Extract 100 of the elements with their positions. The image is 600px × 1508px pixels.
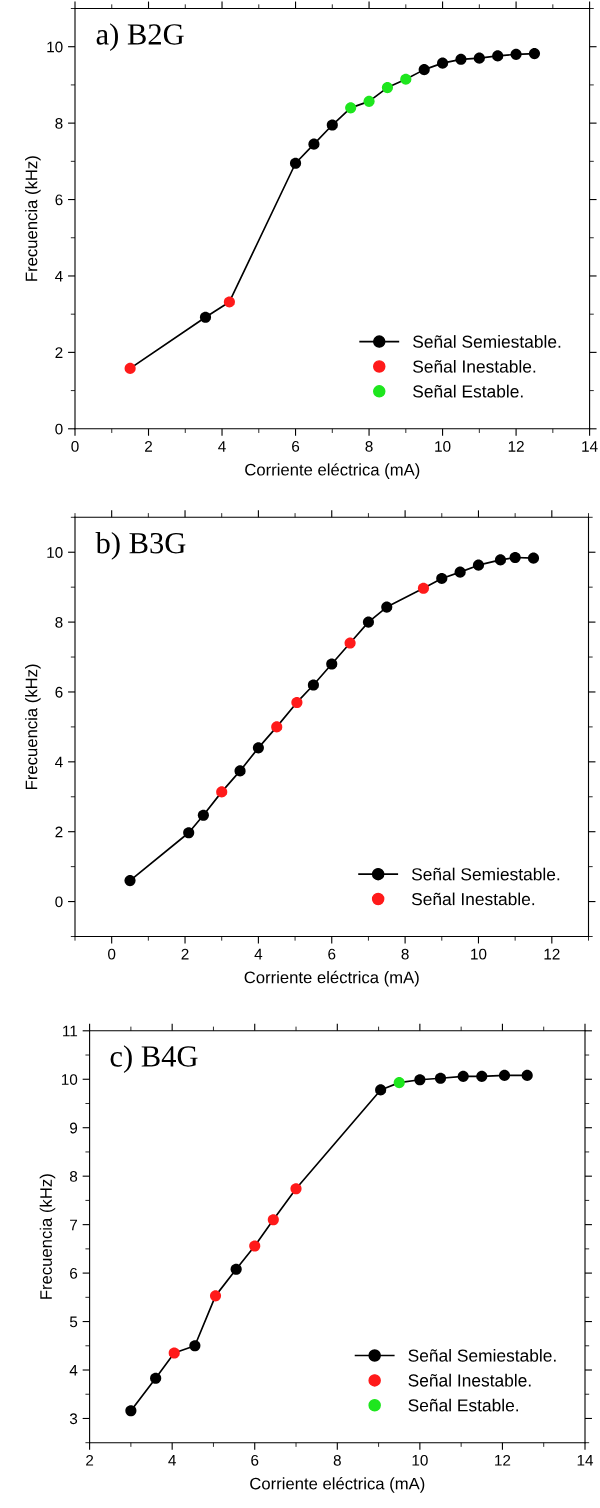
y-tick-label: 11 xyxy=(63,1025,78,1037)
point xyxy=(125,1405,137,1417)
x-tick-label: 2 xyxy=(145,441,152,452)
y-tick-label: 0 xyxy=(55,423,63,435)
point xyxy=(271,721,283,733)
point xyxy=(472,559,485,571)
point xyxy=(290,1183,302,1195)
point xyxy=(521,1069,533,1081)
x-tick-label: 12 xyxy=(508,441,524,452)
point xyxy=(150,1372,162,1384)
point xyxy=(492,50,504,62)
legend-label: Señal Estable. xyxy=(413,384,523,398)
x-tick-label: 6 xyxy=(292,441,300,452)
x-tick-label: 8 xyxy=(333,1454,341,1466)
point xyxy=(362,616,374,628)
legend-label: Señal Estable. xyxy=(408,1398,519,1412)
y-tick-label: 8 xyxy=(69,1171,78,1182)
point xyxy=(249,1240,261,1252)
legend-label: Señal Semiestable. xyxy=(411,867,560,881)
point xyxy=(375,1084,387,1096)
x-tick-label: 10 xyxy=(471,948,487,960)
point xyxy=(436,572,448,584)
x-tick-label: 8 xyxy=(401,948,409,960)
y-tick-label: 4 xyxy=(55,756,63,768)
point xyxy=(457,1070,469,1082)
point xyxy=(267,1214,279,1226)
point xyxy=(494,554,507,566)
y-tick-label: 6 xyxy=(70,1267,78,1279)
point xyxy=(234,765,246,777)
point xyxy=(381,82,393,94)
legend-label: Señal Semiestable. xyxy=(408,1349,556,1362)
x-tick-label: 0 xyxy=(108,948,116,960)
point xyxy=(437,57,449,69)
y-tick-label: 10 xyxy=(47,41,63,53)
point xyxy=(216,786,228,798)
point xyxy=(473,52,485,64)
point xyxy=(326,658,338,670)
x-tick-label: 6 xyxy=(251,1454,259,1466)
point xyxy=(230,1263,242,1275)
legend-label: Señal Inestable. xyxy=(408,1373,531,1387)
x-axis-title: Corriente eléctrica (mA) xyxy=(244,970,419,987)
point xyxy=(454,566,466,578)
y-axis-title: Frecuencia (kHz) xyxy=(39,1174,56,1299)
x-tick-label: 4 xyxy=(254,948,263,960)
y-axis-title: Frecuencia (kHz) xyxy=(25,156,41,281)
point xyxy=(414,1074,426,1086)
point xyxy=(189,1340,201,1352)
chart-title: a) B2G xyxy=(96,23,184,51)
y-tick-label: 6 xyxy=(55,686,63,698)
legend-label: Señal Inestable. xyxy=(413,359,536,373)
point xyxy=(124,362,136,374)
point xyxy=(291,696,303,708)
legend-label: Señal Semiestable. xyxy=(413,335,561,348)
point xyxy=(381,601,393,613)
point xyxy=(476,1070,488,1082)
point xyxy=(183,827,195,839)
x-tick-label: 14 xyxy=(577,1455,594,1466)
y-tick-label: 6 xyxy=(55,194,63,206)
x-tick-label: 10 xyxy=(435,441,451,452)
point xyxy=(434,1072,447,1084)
point xyxy=(308,138,320,150)
point xyxy=(289,157,302,169)
y-tick-label: 8 xyxy=(55,616,63,628)
point xyxy=(393,1077,405,1089)
point xyxy=(510,48,522,60)
x-tick-label: 14 xyxy=(582,441,598,452)
x-tick-label: 2 xyxy=(86,1454,94,1466)
point xyxy=(326,119,338,131)
y-tick-label: 10 xyxy=(61,1074,78,1085)
point xyxy=(168,1347,180,1359)
y-tick-label: 2 xyxy=(55,347,63,358)
x-tick-label: 6 xyxy=(328,948,336,960)
y-tick-label: 3 xyxy=(69,1413,78,1425)
point xyxy=(400,73,412,85)
y-tick-label: 2 xyxy=(55,826,63,838)
y-axis-title: Frecuencia (kHz) xyxy=(25,664,41,789)
x-tick-label: 4 xyxy=(168,1455,176,1466)
y-tick-label: 8 xyxy=(55,117,63,129)
point xyxy=(199,311,212,323)
chart-title: b) B3G xyxy=(95,531,186,560)
point xyxy=(527,552,540,564)
x-tick-label: 4 xyxy=(218,441,226,452)
x-tick-label: 10 xyxy=(412,1454,428,1466)
point xyxy=(418,64,430,76)
point xyxy=(344,637,356,649)
point xyxy=(223,296,235,308)
point xyxy=(124,875,136,887)
point xyxy=(528,48,541,60)
y-tick-label: 0 xyxy=(55,896,63,908)
x-axis-title: Corriente eléctrica (mA) xyxy=(245,463,420,479)
x-tick-label: 2 xyxy=(181,948,189,960)
y-tick-label: 5 xyxy=(69,1316,78,1328)
point xyxy=(307,679,319,691)
x-axis-title: Corriente eléctrica (mA) xyxy=(250,1477,425,1493)
x-tick-label: 12 xyxy=(495,1454,511,1466)
legend-label: Señal Inestable. xyxy=(411,892,535,906)
y-tick-label: 4 xyxy=(69,1365,78,1376)
point xyxy=(509,551,521,564)
point xyxy=(417,582,429,594)
x-tick-label: 8 xyxy=(365,441,373,452)
